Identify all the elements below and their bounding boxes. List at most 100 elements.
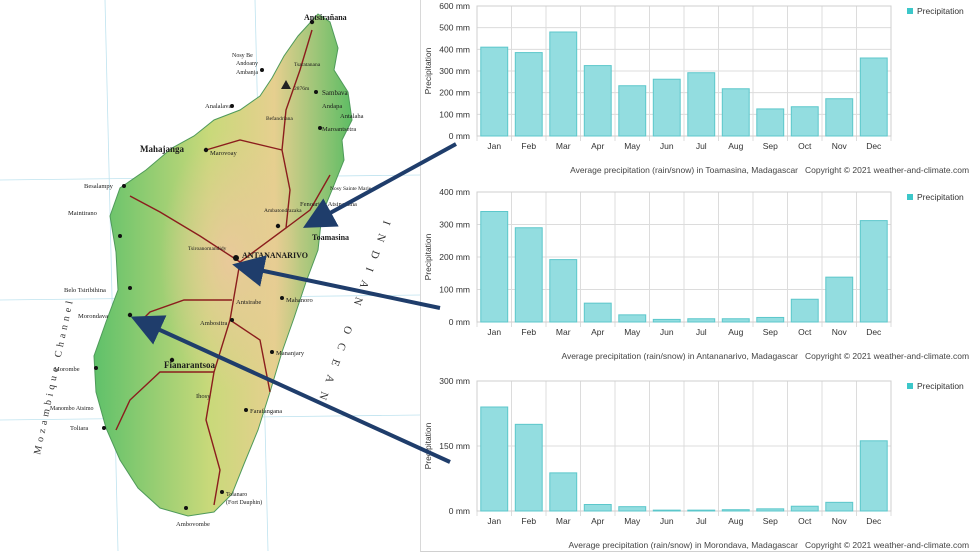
x-tick-label: Apr: [591, 327, 604, 337]
x-tick-label: May: [624, 327, 641, 337]
x-tick-label: Aug: [728, 516, 743, 526]
bar-jul: [687, 509, 716, 512]
y-tick-label: 150 mm: [439, 441, 470, 451]
legend-swatch: [907, 383, 913, 389]
y-tick-label: 100 mm: [439, 109, 470, 119]
x-tick-label: Jul: [696, 516, 707, 526]
x-tick-label: Aug: [728, 327, 743, 337]
x-tick-label: Sep: [763, 327, 778, 337]
y-axis-label: Precipitation: [423, 422, 433, 469]
bar-may: [618, 314, 647, 323]
label-antalaha: Antalaha: [340, 113, 364, 120]
chart-caption: Average precipitation (rain/snow) in Mor…: [569, 540, 799, 550]
x-tick-label: Jun: [660, 327, 674, 337]
label-ambatondrazaka: Ambatondrazaka: [264, 208, 302, 214]
label-farafangana: Farafangana: [250, 408, 282, 415]
bar-dec: [859, 440, 888, 512]
bar-may: [618, 85, 647, 137]
label-fianarantsoa: Fianarantsoa: [164, 360, 216, 370]
label-nosy-be: Nosy Be: [232, 53, 253, 59]
y-tick-label: 100 mm: [439, 285, 470, 295]
y-tick-label: 200 mm: [439, 88, 470, 98]
bar-jun: [652, 318, 681, 323]
roads: [115, 29, 331, 506]
label-mananjary: Mananjary: [276, 350, 305, 357]
label-andoany: Andoany: [236, 61, 258, 67]
chart-toamasina: 0 mm 100 mm 200 mm 300 mm 400 mm 500 mm 600 mm…: [423, 1, 969, 175]
label-tsaratanana: Tsaratanana: [294, 62, 321, 68]
x-tick-label: Feb: [521, 327, 536, 337]
x-tick-label: Jun: [660, 141, 674, 151]
y-tick-label: 200 mm: [439, 252, 470, 262]
legend-label: Precipitation: [917, 381, 964, 391]
label-nosy-sainte-marie: Nosy Sainte Marie: [330, 186, 372, 192]
bar-jan: [480, 211, 509, 323]
label-mahajanga: Mahajanga: [140, 144, 185, 154]
label-peak: 2876m: [294, 86, 310, 92]
label-ihosy: Ihosy: [196, 393, 211, 400]
x-tick-label: Jan: [487, 516, 501, 526]
chart-panel-antananarivo: 0 mm 100 mm 200 mm 300 mm 400 mm Jan Feb Mar Apr…: [420, 181, 980, 366]
chart-copyright: Copyright © 2021 weather-and-climate.com: [805, 165, 969, 175]
bar-dec: [859, 57, 888, 137]
x-tick-label: Jul: [696, 141, 707, 151]
label-maintirano: Maintirano: [68, 210, 97, 217]
legend-label: Precipitation: [917, 192, 964, 202]
x-tick-label: Oct: [798, 516, 812, 526]
chart-caption: Average precipitation (rain/snow) in Ant…: [561, 351, 798, 361]
x-tick-label: Dec: [866, 327, 882, 337]
bar-sep: [756, 508, 785, 512]
legend-swatch: [907, 8, 913, 14]
x-tick-label: Mar: [556, 141, 571, 151]
bar-jan: [480, 46, 509, 137]
bar-apr: [583, 302, 612, 323]
x-tick-label: Nov: [832, 141, 848, 151]
y-tick-label: 300 mm: [439, 376, 470, 386]
x-tick-label: Sep: [763, 516, 778, 526]
bar-may: [618, 506, 647, 512]
label-befandriana: Befandriana: [266, 115, 293, 122]
x-tick-label: Apr: [591, 516, 604, 526]
label-fenoarivo: Fenoarivo Atsinanana: [300, 201, 357, 208]
peak-triangle-icon: [281, 80, 291, 89]
label-belo: Belo Tsiribihina: [64, 287, 106, 294]
y-tick-label: 300 mm: [439, 220, 470, 230]
bar-oct: [790, 505, 819, 512]
chart-copyright: Copyright © 2021 weather-and-climate.com: [805, 540, 969, 550]
y-axis-label: Precipitation: [423, 233, 433, 280]
x-tick-label: May: [624, 141, 641, 151]
label-tsiroanomandidy: Tsiroanomandidy: [188, 246, 227, 252]
x-tick-label: Feb: [521, 141, 536, 151]
bar-aug: [721, 318, 750, 323]
chart-morondava: 0 mm 150 mm 300 mm Jan Feb Mar Apr May Jun Jul Aug…: [423, 376, 969, 550]
label-marovoay: Marovoay: [210, 150, 237, 157]
x-tick-label: Oct: [798, 327, 812, 337]
x-tick-label: Jun: [660, 516, 674, 526]
chart-caption: Average precipitation (rain/snow) in Toa…: [570, 165, 798, 175]
bar-jun: [652, 78, 681, 137]
label-maroantsetra: Maroantsetra: [322, 126, 356, 133]
label-toliara: Toliara: [70, 425, 88, 432]
x-tick-label: Mar: [556, 327, 571, 337]
chart-panel-toamasina: 0 mm 100 mm 200 mm 300 mm 400 mm 500 mm 600 mm…: [420, 0, 980, 182]
x-tick-label: Nov: [832, 327, 848, 337]
label-antananarivo: ANTANANARIVO: [242, 251, 308, 260]
label-antsiranana: Antsirañana: [304, 13, 347, 22]
label-ambositra: Ambositra: [200, 320, 228, 327]
x-tick-label: Jul: [696, 327, 707, 337]
x-tick-label: Jan: [487, 141, 501, 151]
bar-feb: [514, 423, 543, 512]
label-antsirabe: Antsirabe: [236, 299, 261, 306]
x-tick-label: Feb: [521, 516, 536, 526]
plot-frame: [476, 191, 892, 323]
x-tick-label: Jan: [487, 327, 501, 337]
y-tick-label: 0 mm: [449, 131, 470, 141]
x-tick-label: Sep: [763, 141, 778, 151]
label-andapa: Andapa: [322, 103, 342, 110]
bar-sep: [756, 108, 785, 137]
bar-dec: [859, 220, 888, 323]
label-besalampy: Besalampy: [84, 183, 114, 190]
y-tick-label: 0 mm: [449, 506, 470, 516]
label-manombo: Manombo Atsimo: [50, 406, 94, 412]
label-analalava: Analalava: [205, 103, 231, 110]
